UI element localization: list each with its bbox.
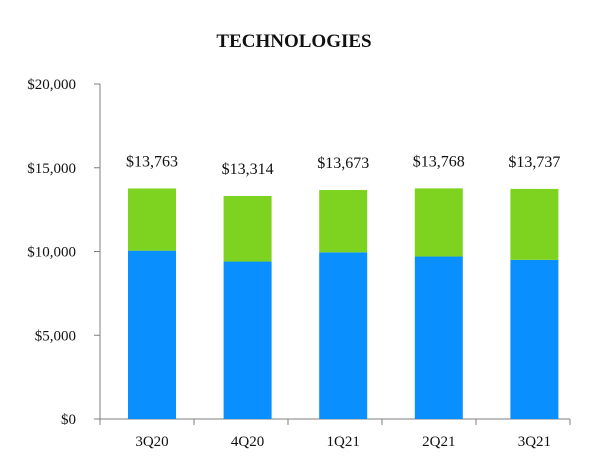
bar-segment-top bbox=[128, 188, 176, 251]
bar-segment-top bbox=[414, 188, 463, 257]
bar-segment-base bbox=[223, 261, 272, 419]
y-tick-label: $10,000 bbox=[27, 245, 76, 261]
bars bbox=[128, 188, 559, 419]
y-tick-label: $5,000 bbox=[35, 328, 76, 344]
y-tick-label: $15,000 bbox=[27, 161, 76, 177]
bar-segment-top bbox=[319, 189, 368, 253]
x-category-label: 3Q21 bbox=[518, 434, 551, 450]
labels: $13,763 3Q20 $13,314 4Q20 $13,673 1Q21 $13,768… bbox=[126, 153, 560, 450]
y-tick-label: $0 bbox=[61, 412, 76, 428]
x-category-label: 4Q20 bbox=[231, 434, 264, 450]
x-category-label: 3Q20 bbox=[135, 434, 168, 450]
x-category-label: 1Q21 bbox=[327, 434, 360, 450]
total-data-label: $13,673 bbox=[317, 155, 369, 172]
bar-segment-top bbox=[223, 195, 272, 262]
total-data-label: $13,737 bbox=[508, 154, 560, 171]
bar-segment-base bbox=[319, 252, 368, 419]
axes: $0 $5,000 $10,000 $15,000 $20,000 bbox=[27, 77, 571, 428]
x-category-label: 2Q21 bbox=[422, 434, 455, 450]
total-data-label: $13,763 bbox=[126, 153, 178, 170]
bar-segment-base bbox=[414, 256, 463, 419]
total-data-label: $13,314 bbox=[222, 161, 274, 178]
bar-segment-base bbox=[128, 250, 176, 419]
bar-segment-top bbox=[510, 188, 559, 260]
y-tick-label: $20,000 bbox=[27, 77, 76, 93]
total-data-label: $13,768 bbox=[413, 153, 465, 170]
bar-segment-base bbox=[510, 259, 559, 419]
chart-title: TECHNOLOGIES bbox=[216, 31, 371, 52]
